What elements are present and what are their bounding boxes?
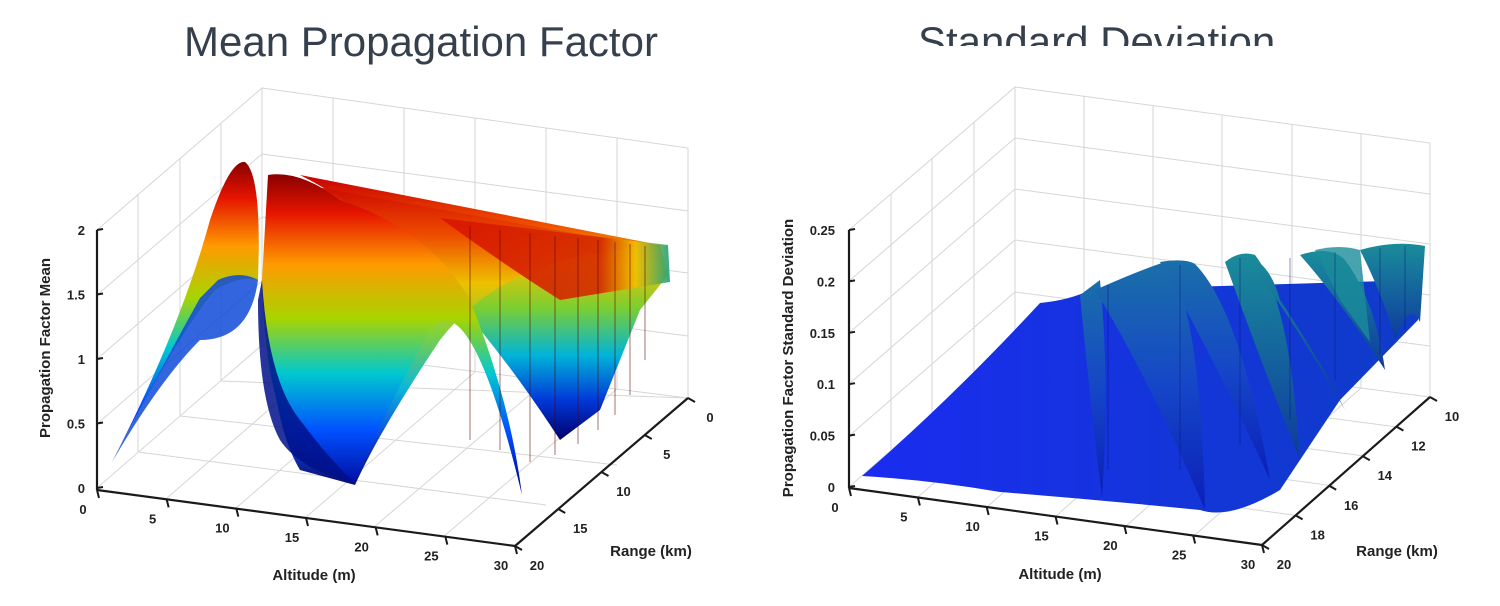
- std-z-tick-labels: 0 0.05 0.1 0.15 0.2 0.25: [810, 223, 856, 495]
- std-y-tick-label: 18: [1310, 527, 1324, 542]
- std-z-tick-label: 0.05: [810, 429, 835, 444]
- std-y-tick-label: 14: [1378, 468, 1393, 483]
- std-x-tick-mark: [1123, 525, 1128, 535]
- std-y-tick-mark: [1362, 455, 1371, 462]
- mean-z-axis-label: Propagation Factor Mean: [37, 258, 54, 438]
- std-z-tick-label: 0.2: [817, 274, 835, 289]
- std-y-axis: [1261, 396, 1431, 546]
- mean-x-tick-label: 25: [424, 549, 438, 564]
- std-z-tick-mark: [848, 330, 856, 334]
- mean-y-tick-labels: 0 5 10 15 20: [514, 397, 714, 573]
- mean-y-tick-mark: [644, 434, 653, 440]
- std-z-tick-label: 0.25: [810, 223, 835, 238]
- std-y-tick-mark: [1261, 544, 1270, 550]
- mean-x-tick-mark: [96, 489, 100, 499]
- mean-x-tick-label: 10: [215, 521, 229, 536]
- std-x-tick-mark: [848, 487, 852, 497]
- mean-z-tick-mark: [96, 421, 104, 425]
- mean-z-tick-mark: [96, 228, 104, 231]
- std-x-tick-mark: [985, 506, 990, 516]
- mean-x-tick-mark: [165, 499, 170, 508]
- std-ripples: [1107, 246, 1406, 470]
- mean-x-tick-label: 5: [149, 511, 156, 526]
- mean-surface: [112, 161, 670, 496]
- std-x-tick-label: 10: [965, 519, 979, 534]
- std-x-tick-mark: [1054, 516, 1059, 525]
- std-y-tick-mark: [1395, 425, 1404, 432]
- mean-y-tick-label: 5: [663, 447, 670, 462]
- std-x-tick-labels: 0 5 10 15 20 25 30: [831, 487, 1265, 572]
- mean-y-tick-label: 10: [616, 484, 630, 499]
- std-y-tick-labels: 10 12 14 16 18 20: [1261, 396, 1459, 572]
- mean-y-tick-mark: [601, 471, 609, 477]
- std-x-tick-label: 25: [1172, 548, 1186, 563]
- mean-z-tick-mark: [96, 357, 104, 360]
- std-x-tick-mark: [916, 497, 921, 506]
- std-x-tick-label: 15: [1034, 529, 1048, 544]
- mean-z-tick-label: 0: [78, 481, 85, 496]
- mean-y-axis-label: Range (km): [610, 543, 692, 560]
- mean-y-tick-mark: [557, 508, 566, 514]
- mean-x-tick-labels: 0 5 10 15 20 25 30: [79, 489, 518, 573]
- std-surface: [862, 243, 1425, 513]
- mean-y-tick-label: 0: [706, 410, 713, 425]
- std-z-tick-label: 0: [828, 480, 835, 495]
- std-z-tick-label: 0.1: [817, 377, 835, 392]
- mean-y-tick-mark: [687, 397, 696, 403]
- std-y-tick-mark: [1295, 514, 1304, 521]
- mean-z-tick-label: 1.5: [67, 288, 85, 303]
- mean-y-tick-label: 20: [530, 558, 544, 573]
- std-y-tick-mark: [1328, 484, 1337, 491]
- std-z-tick-mark: [848, 485, 856, 488]
- std-x-tick-label: 5: [900, 510, 907, 525]
- mean-x-tick-label: 30: [494, 558, 508, 573]
- std-y-axis-label: Range (km): [1356, 543, 1438, 560]
- mean-x-tick-mark: [235, 508, 240, 517]
- std-z-tick-mark: [848, 433, 856, 437]
- mean-y-tick-mark: [514, 545, 523, 551]
- std-y-tick-label: 16: [1344, 498, 1358, 513]
- mean-x-axis-label: Altitude (m): [272, 567, 355, 584]
- mean-x-tick-label: 15: [285, 530, 299, 545]
- std-x-tick-label: 20: [1103, 538, 1117, 553]
- mean-surface-chart: 0 0.5 1 1.5 2 0 5 10 15 20 25 30 0 5 10 15 20 Altitude…: [37, 86, 714, 584]
- mean-x-tick-mark: [305, 517, 309, 527]
- std-z-tick-label: 0.15: [810, 326, 835, 341]
- mean-z-tick-label: 0.5: [67, 417, 85, 432]
- mean-ripples: [469, 226, 646, 462]
- mean-x-tick-label: 0: [79, 502, 86, 517]
- mean-z-tick-label: 1: [78, 352, 85, 367]
- std-y-tick-label: 20: [1277, 557, 1291, 572]
- mean-z-tick-mark: [96, 486, 104, 489]
- mean-y-tick-label: 15: [573, 521, 587, 536]
- mean-x-tick-label: 20: [354, 539, 368, 554]
- std-x-tick-mark: [1192, 535, 1197, 544]
- chart-title-std: Standard Deviation: [918, 18, 1276, 46]
- mean-z-tick-mark: [96, 292, 104, 296]
- chart-title-mean: Mean Propagation Factor: [184, 18, 658, 65]
- std-y-tick-label: 12: [1411, 439, 1425, 454]
- mean-x-tick-mark: [374, 527, 379, 536]
- std-z-tick-mark: [848, 228, 856, 231]
- std-z-axis-label: Propagation Factor Standard Deviation: [780, 219, 797, 497]
- mean-z-tick-label: 2: [78, 223, 85, 238]
- mean-z-tick-labels: 0 0.5 1 1.5 2: [67, 223, 104, 496]
- std-y-tick-label: 10: [1445, 409, 1459, 424]
- std-y-tick-mark: [1429, 396, 1438, 402]
- std-z-tick-mark: [848, 382, 856, 386]
- std-x-tick-label: 0: [831, 500, 838, 515]
- mean-x-tick-mark: [444, 536, 449, 545]
- std-x-axis-label: Altitude (m): [1018, 566, 1101, 583]
- std-z-tick-mark: [848, 279, 856, 283]
- std-x-tick-label: 30: [1241, 557, 1255, 572]
